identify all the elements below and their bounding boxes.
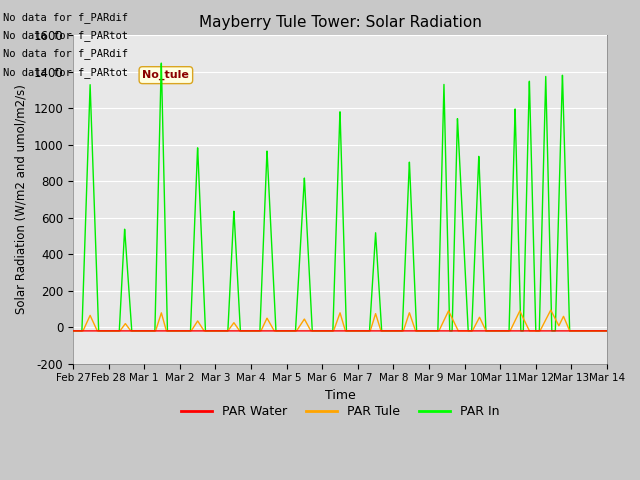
Legend: PAR Water, PAR Tule, PAR In: PAR Water, PAR Tule, PAR In [175,400,504,423]
Text: No data for f_PARdif: No data for f_PARdif [3,12,128,23]
Y-axis label: Solar Radiation (W/m2 and umol/m2/s): Solar Radiation (W/m2 and umol/m2/s) [15,84,28,314]
Text: No data for f_PARtot: No data for f_PARtot [3,30,128,41]
Text: No data for f_PARdif: No data for f_PARdif [3,48,128,60]
X-axis label: Time: Time [324,389,355,402]
Title: Mayberry Tule Tower: Solar Radiation: Mayberry Tule Tower: Solar Radiation [198,15,481,30]
Text: No_tule: No_tule [143,70,189,80]
Text: No data for f_PARtot: No data for f_PARtot [3,67,128,78]
